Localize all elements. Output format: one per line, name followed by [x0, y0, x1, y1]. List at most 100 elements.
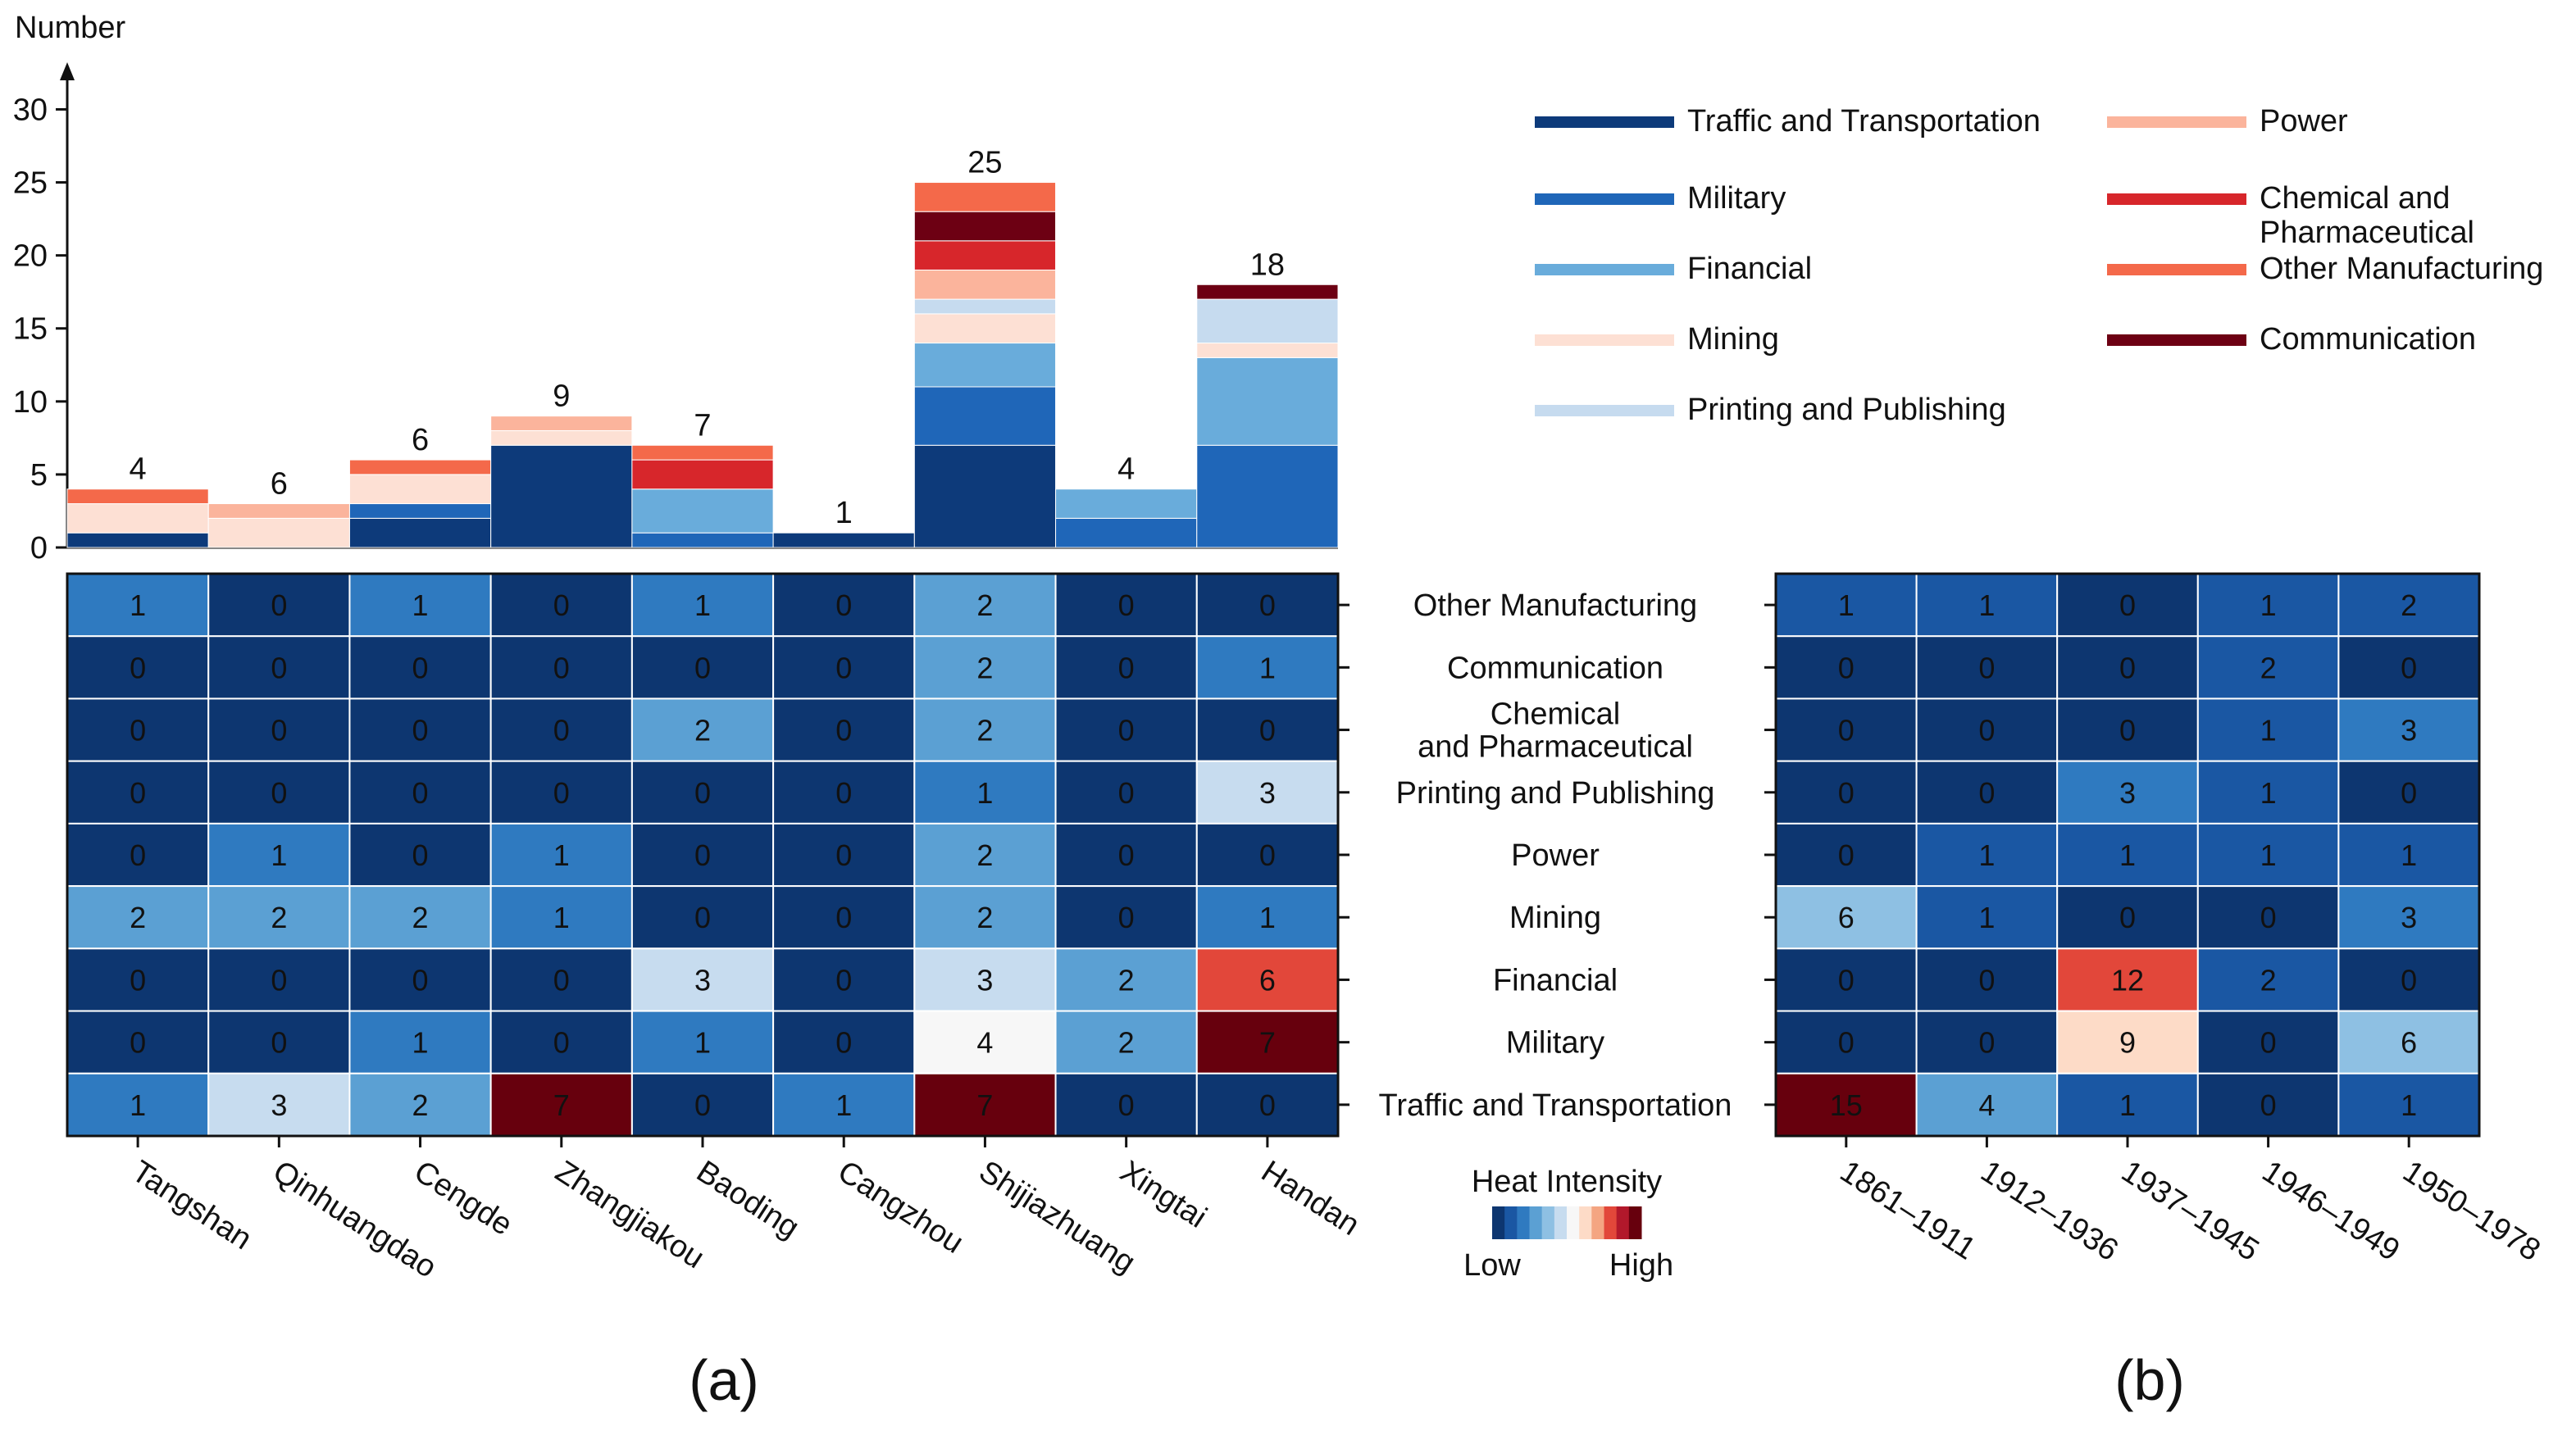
heat-cell-value: 1	[2260, 838, 2277, 872]
col-label-cangzhou: Cangzhou	[831, 1154, 969, 1261]
col-label-1937-1945: 1937–1945	[2115, 1154, 2264, 1268]
heat-cell-value: 2	[1118, 963, 1135, 997]
heat-cell	[1054, 760, 1198, 825]
heat-cell	[2056, 1072, 2199, 1138]
colorbar-step	[1517, 1206, 1530, 1239]
y-axis-label: Number	[15, 11, 125, 45]
heat-cell	[207, 697, 351, 762]
heat-cell-value: 0	[130, 1026, 146, 1060]
col-label-xingtai: Xingtai	[1114, 1154, 1213, 1235]
heat-cell-value: 1	[412, 1026, 429, 1060]
heat-cell-value: 0	[271, 1026, 287, 1060]
colorbar-step	[1616, 1206, 1630, 1239]
bar-total-label: 4	[1117, 452, 1135, 487]
heat-cell-value: 0	[271, 963, 287, 997]
heat-cell-value: 0	[2401, 963, 2417, 997]
heat-cell-value: 1	[1978, 588, 1995, 622]
heat-cell-value: 0	[1838, 838, 1855, 872]
heat-cell-value: 0	[1118, 588, 1135, 622]
legend-label-traffic-and-transportation: Traffic and Transportation	[1687, 104, 2041, 139]
heat-cell	[207, 573, 351, 638]
heat-cell-value: 7	[553, 1088, 570, 1122]
heat-cell-value: 0	[130, 776, 146, 810]
heat-cell-value: 0	[412, 963, 429, 997]
heat-cell	[66, 885, 210, 950]
heat-cell	[207, 760, 351, 825]
bar-segment-power	[913, 269, 1057, 300]
heat-cell-value: 6	[2401, 1026, 2417, 1060]
heat-cell	[2337, 885, 2480, 950]
heat-cell	[630, 760, 775, 825]
heat-cell	[207, 822, 351, 888]
heat-cell-value: 1	[835, 1088, 852, 1122]
bar-segment-mining	[1196, 343, 1339, 358]
bar-segment-financial	[631, 488, 774, 534]
heat-cell	[630, 885, 775, 950]
heat-cell-value: 0	[553, 651, 570, 684]
heat-cell-value: 1	[2119, 1088, 2136, 1122]
heat-cell	[1775, 697, 1918, 762]
heat-cell-value: 0	[694, 901, 711, 934]
heat-cell	[2056, 1010, 2199, 1074]
heat-cell-value: 2	[976, 588, 993, 622]
row-label-traffic-and-transportation: Traffic and Transportation	[1379, 1088, 1732, 1123]
heat-cell	[1195, 760, 1340, 825]
heat-cell	[348, 885, 492, 950]
heat-cell	[2337, 1072, 2480, 1138]
y-tick-label: 20	[13, 239, 48, 274]
row-label-other-manufacturing: Other Manufacturing	[1413, 588, 1697, 623]
heat-cell	[1775, 1010, 1918, 1074]
heat-cell	[2056, 697, 2199, 762]
heat-cell	[2196, 885, 2340, 950]
heat-cell	[348, 947, 492, 1012]
heat-cell-value: 0	[2119, 901, 2136, 934]
bar-total-label: 9	[553, 379, 570, 414]
heat-cell-value: 0	[1259, 838, 1276, 872]
heat-cell-value: 2	[130, 901, 146, 934]
heat-cell-value: 2	[694, 714, 711, 747]
heat-cell-value: 1	[412, 588, 429, 622]
heat-cell-value: 0	[1838, 1026, 1855, 1060]
heat-cell-value: 0	[835, 714, 852, 747]
heat-cell-value: 1	[1259, 651, 1276, 684]
heat-cell	[207, 1072, 351, 1138]
heat-cell	[489, 947, 633, 1012]
legend-label-communication: Communication	[2260, 322, 2476, 357]
heat-cell-value: 0	[1259, 588, 1276, 622]
heat-cell-value: 0	[1259, 714, 1276, 747]
col-label-cengde: Cengde	[408, 1154, 519, 1242]
heat-cell-value: 0	[1978, 651, 1995, 684]
heat-cell	[913, 1010, 1057, 1074]
heat-cell	[1054, 573, 1198, 638]
heat-cell-value: 0	[130, 963, 146, 997]
bar-segment-financial	[913, 343, 1057, 388]
col-label-baoding: Baoding	[690, 1154, 805, 1245]
heat-cell	[1054, 885, 1198, 950]
heat-cell	[66, 697, 210, 762]
heat-cell-value: 0	[835, 963, 852, 997]
heat-cell	[2196, 697, 2340, 762]
heat-cell-value: 0	[1118, 901, 1135, 934]
heat-cell	[207, 885, 351, 950]
colorbar: Heat Intensity Low High	[1463, 1165, 1673, 1283]
y-tick-label: 25	[13, 166, 48, 201]
colorbar-low-label: Low	[1463, 1248, 1521, 1283]
heat-cell-value: 0	[1118, 838, 1135, 872]
heat-cell-value: 3	[2401, 901, 2417, 934]
heat-cell-value: 0	[1978, 963, 1995, 997]
heat-cell	[2337, 947, 2480, 1012]
heat-cell-value: 0	[271, 588, 287, 622]
heat-cell-value: 0	[694, 1088, 711, 1122]
heat-cell-value: 1	[553, 901, 570, 934]
heat-cell-value: 1	[1978, 838, 1995, 872]
legend-label-financial: Financial	[1687, 252, 1812, 286]
heat-cell	[913, 1072, 1057, 1138]
heat-cell-value: 0	[412, 838, 429, 872]
heat-cell-value: 0	[835, 776, 852, 810]
bar-segment-financial	[1196, 357, 1339, 446]
heat-cell-value: 0	[2119, 651, 2136, 684]
heat-cell-value: 2	[976, 901, 993, 934]
heat-cell-value: 2	[271, 901, 287, 934]
colorbar-step	[1604, 1206, 1618, 1239]
